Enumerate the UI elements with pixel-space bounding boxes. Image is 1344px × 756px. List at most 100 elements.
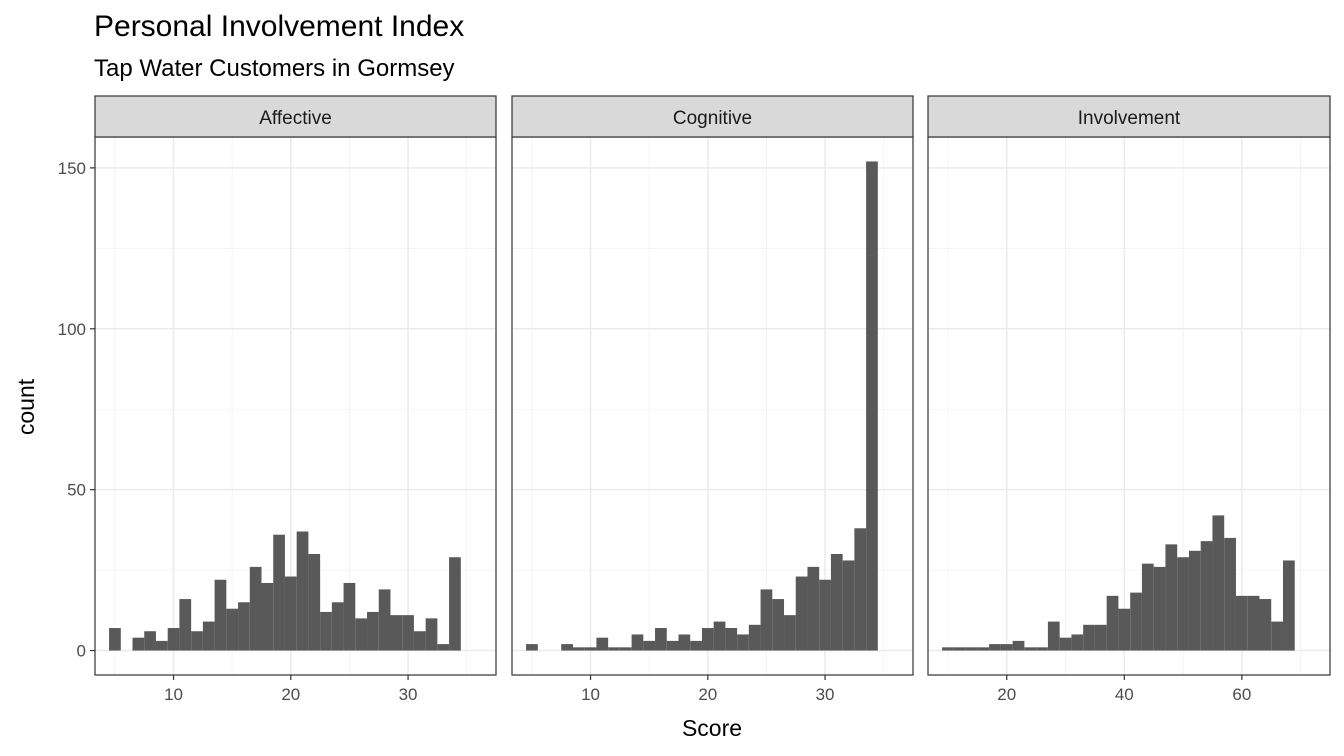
facet-panels: Affective 10 20 30 0 50 100 150 Cognitive 10 20 30 I… [58, 95, 1331, 704]
histogram-bar [144, 631, 156, 651]
histogram-bar [1047, 621, 1060, 651]
facet-strip-label: Cognitive [673, 108, 752, 129]
histogram-bar [437, 644, 450, 651]
histogram-bar [1000, 644, 1013, 651]
histogram-bar [355, 618, 368, 651]
x-tick-label: 20 [698, 685, 717, 704]
panel-background [928, 137, 1330, 675]
histogram-bar [572, 647, 585, 651]
facet-panel-involvement: Involvement 20 40 60 [927, 95, 1331, 704]
histogram-bar [1282, 560, 1295, 651]
histogram-bar [1200, 541, 1213, 651]
histogram-bar [390, 615, 403, 651]
histogram-bar [942, 647, 954, 651]
x-tick-label: 20 [997, 685, 1016, 704]
histogram-bar [1247, 595, 1260, 651]
histogram-bar [713, 621, 726, 651]
x-tick-label: 30 [399, 685, 418, 704]
histogram-bar [320, 611, 332, 651]
histogram-bar [249, 566, 262, 651]
histogram-bar [1059, 637, 1072, 651]
histogram-bar [795, 576, 808, 651]
histogram-bar [167, 628, 180, 651]
histogram-bar [202, 621, 215, 651]
x-tick-label: 60 [1232, 685, 1251, 704]
histogram-bar [1094, 624, 1107, 651]
histogram-bar [608, 647, 620, 651]
histogram-bar [367, 611, 379, 651]
histogram-bar [1259, 599, 1272, 651]
facet-strip [927, 95, 1331, 138]
histogram-bar [737, 634, 749, 651]
histogram-bar [953, 647, 966, 651]
histogram-bar [1177, 557, 1189, 651]
x-tick-label: 40 [1115, 685, 1134, 704]
histogram-bar [619, 647, 632, 651]
histogram-bar [1083, 624, 1095, 651]
histogram-bar [413, 631, 426, 651]
histogram-bar [830, 554, 843, 651]
histogram-bar [643, 640, 656, 651]
x-tick-label: 10 [164, 685, 183, 704]
histogram-bar [784, 615, 796, 651]
histogram-bar [631, 634, 644, 651]
chart-title: Personal Involvement Index [94, 10, 464, 43]
histogram-bar [214, 579, 227, 651]
x-tick-label: 20 [281, 685, 300, 704]
histogram-bar [596, 637, 609, 651]
histogram-bar [526, 644, 538, 651]
histogram-bar [666, 640, 679, 651]
y-tick-label: 50 [67, 481, 86, 500]
histogram-bar [678, 634, 691, 651]
histogram-bar [1024, 647, 1037, 651]
histogram-bar [748, 624, 761, 651]
histogram-bar [1071, 634, 1084, 651]
histogram-bar [819, 579, 831, 651]
y-tick-label: 100 [58, 320, 86, 339]
histogram-bar [1153, 566, 1166, 651]
histogram-bar [842, 560, 855, 651]
chart-subtitle: Tap Water Customers in Gormsey [94, 55, 455, 82]
x-tick-label: 10 [581, 685, 600, 704]
histogram-bar [296, 531, 309, 651]
histogram-bar [1130, 592, 1142, 651]
histogram-bar [109, 628, 121, 651]
x-axis-title: Score [682, 715, 742, 741]
histogram-bar [226, 608, 239, 651]
y-tick-label: 0 [77, 642, 86, 661]
histogram-bar [378, 589, 391, 651]
histogram-bar [308, 554, 321, 651]
histogram-bar [655, 628, 667, 651]
histogram-bar [866, 161, 878, 651]
histogram-bar [760, 589, 773, 651]
histogram-bar [725, 628, 738, 651]
histogram-bar [1012, 640, 1025, 651]
histogram-bar [1118, 608, 1131, 651]
histogram-bar [449, 557, 461, 651]
histogram-bar [132, 637, 145, 651]
histogram-bar [1165, 544, 1178, 651]
histogram-bar [1188, 550, 1201, 651]
histogram-bar [1036, 647, 1048, 651]
histogram-bar [584, 647, 597, 651]
histogram-bar [807, 566, 820, 651]
histogram-bar [261, 582, 274, 651]
histogram-bar [1271, 621, 1283, 651]
histogram-bar [690, 640, 702, 651]
histogram-bar [772, 599, 785, 651]
histogram-bar [1224, 537, 1236, 651]
histogram-bar [155, 640, 168, 651]
histogram-bar [343, 582, 356, 651]
histogram-bar [191, 631, 203, 651]
histogram-bar [989, 644, 1001, 651]
histogram-bar [238, 602, 250, 651]
y-tick-label: 150 [58, 159, 86, 178]
y-axis-title: count [13, 378, 39, 435]
histogram-bar [284, 576, 297, 651]
histogram-bar [273, 534, 285, 651]
histogram-bar [965, 647, 978, 651]
histogram-bar [1212, 515, 1225, 651]
histogram-bar [561, 644, 573, 651]
histogram-bar [402, 615, 414, 651]
facet-panel-affective: Affective 10 20 30 0 50 100 150 [58, 95, 497, 704]
